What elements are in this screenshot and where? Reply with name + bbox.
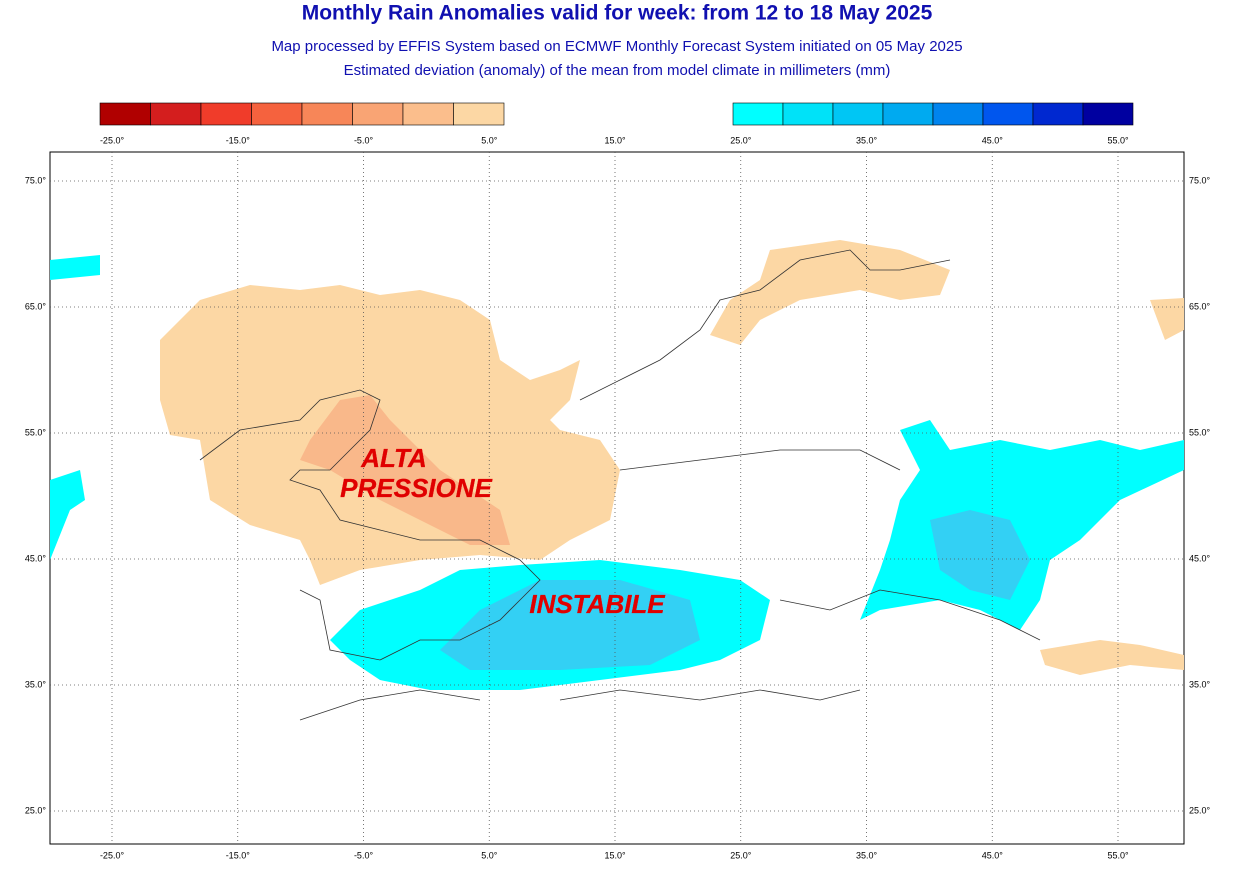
lon-label: 45.0° xyxy=(982,850,1004,860)
colorbar-box xyxy=(982,102,1034,126)
lat-label: 35.0° xyxy=(25,679,47,689)
colorbar-box xyxy=(453,102,505,126)
lon-label: 5.0° xyxy=(481,850,498,860)
lon-label: 5.0° xyxy=(481,135,498,145)
colorbar-box xyxy=(832,102,884,126)
lon-label: 55.0° xyxy=(1107,850,1129,860)
lat-label: 65.0° xyxy=(25,301,47,311)
lon-label: -5.0° xyxy=(354,135,374,145)
lat-label: 45.0° xyxy=(1189,553,1211,563)
lon-label: -15.0° xyxy=(226,135,251,145)
colorbar-box xyxy=(301,102,353,126)
lon-label: 25.0° xyxy=(730,850,752,860)
colorbar-box xyxy=(732,102,784,126)
graticule xyxy=(50,152,1184,844)
lat-label: 45.0° xyxy=(25,553,47,563)
lon-label: 45.0° xyxy=(982,135,1004,145)
dry-anomaly xyxy=(1040,298,1184,675)
dry-anomaly-strong xyxy=(300,395,510,545)
lon-label: 25.0° xyxy=(730,135,752,145)
lon-label: -15.0° xyxy=(226,850,251,860)
coastline xyxy=(199,249,1041,721)
map-area: ALTA PRESSIONE INSTABILE xyxy=(49,151,1185,845)
lon-label: -5.0° xyxy=(354,850,374,860)
lon-label: 35.0° xyxy=(856,850,878,860)
colorbar-box xyxy=(150,102,202,126)
lat-label: 25.0° xyxy=(1189,805,1211,815)
wet-anomaly-strong xyxy=(930,510,1030,600)
colorbar-box xyxy=(932,102,984,126)
lat-label: 55.0° xyxy=(1189,427,1211,437)
lon-label: 55.0° xyxy=(1107,135,1129,145)
lat-label: 75.0° xyxy=(25,175,47,185)
colorbar-box xyxy=(782,102,834,126)
lat-label: 65.0° xyxy=(1189,301,1211,311)
subtitle: Estimated deviation (anomaly) of the mea… xyxy=(344,62,891,79)
lon-label: 35.0° xyxy=(856,135,878,145)
colorbar-box xyxy=(1032,102,1084,126)
colorbar-box xyxy=(1082,102,1134,126)
colorbar-box xyxy=(251,102,303,126)
lon-label: 15.0° xyxy=(604,850,626,860)
annotation: PRESSIONE xyxy=(340,473,492,503)
wet-anomaly xyxy=(50,255,100,560)
dry-anomaly xyxy=(710,240,950,345)
lat-label: 55.0° xyxy=(25,427,47,437)
annotation: INSTABILE xyxy=(529,589,665,619)
annotation: ALTA xyxy=(360,443,426,473)
lat-label: 35.0° xyxy=(1189,679,1211,689)
subtitle: Map processed by EFFIS System based on E… xyxy=(271,38,962,55)
colorbar-box xyxy=(402,102,454,126)
colorbar-box xyxy=(99,102,151,126)
lat-label: 25.0° xyxy=(25,805,47,815)
lon-label: 15.0° xyxy=(604,135,626,145)
lat-label: 75.0° xyxy=(1189,175,1211,185)
colorbar-box xyxy=(882,102,934,126)
lon-label: -25.0° xyxy=(100,135,125,145)
lon-label: -25.0° xyxy=(100,850,125,860)
colorbar-box xyxy=(200,102,252,126)
title: Monthly Rain Anomalies valid for week: f… xyxy=(302,2,933,25)
colorbar-box xyxy=(352,102,404,126)
wet-anomaly xyxy=(860,420,1184,630)
wet-anomaly-strong xyxy=(440,580,700,670)
